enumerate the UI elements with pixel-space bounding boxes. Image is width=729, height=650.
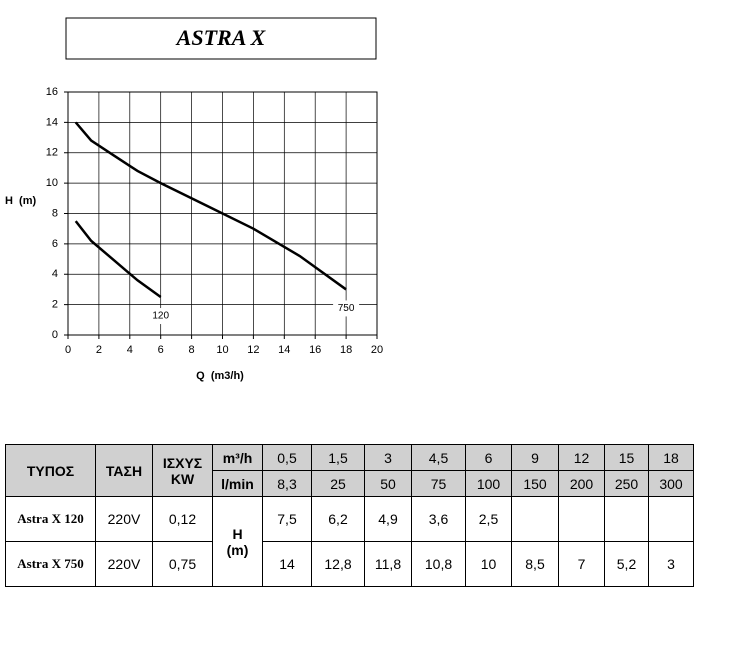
flow-cell: 12 — [558, 444, 605, 471]
head-cell — [511, 496, 559, 542]
x-tick-label: 16 — [309, 344, 321, 356]
flow-cell: 300 — [648, 470, 694, 497]
head-cell: 3,6 — [411, 496, 466, 542]
curve-label-box — [333, 300, 360, 317]
y-tick-label: 10 — [46, 177, 58, 189]
x-tick-label: 8 — [189, 344, 195, 356]
curve-label-box — [147, 308, 174, 325]
flow-cell: 100 — [465, 470, 512, 497]
head-cell: 14 — [262, 541, 312, 587]
y-tick-label: 0 — [52, 329, 58, 341]
y-axis-label: H (m) — [5, 195, 37, 207]
flow-cell: 6 — [465, 444, 512, 471]
header-text: KW — [170, 470, 195, 487]
voltage-cell: 220V — [95, 496, 153, 542]
y-tick-label: 12 — [46, 147, 58, 159]
flow-cell: 8,3 — [262, 470, 312, 497]
model-cell: Astra X 750 — [5, 541, 96, 587]
flow-cell: 75 — [411, 470, 466, 497]
head-cell — [558, 496, 605, 542]
chart: ASTRA X H (m) Q (m3/h) 0 2 4 6 8 10 12 14 16 0 2 4 6… — [5, 17, 383, 382]
flow-cell: 0,5 — [262, 444, 312, 471]
x-tick-label: 6 — [158, 344, 164, 356]
y-tick-label: 6 — [52, 238, 58, 250]
head-cell: 4,9 — [364, 496, 412, 542]
curve — [74, 121, 347, 291]
y-tick-label: 8 — [52, 207, 58, 219]
y-tick-label: 14 — [46, 116, 58, 128]
flow-cell: 250 — [604, 470, 649, 497]
curve — [74, 220, 162, 299]
header-cell: ΤΑΣΗ — [95, 444, 153, 497]
plot-frame — [67, 91, 378, 336]
x-tick-label: 12 — [247, 344, 259, 356]
flow-cell: 1,5 — [311, 444, 365, 471]
flow-cell: 9 — [511, 444, 559, 471]
flow-cell: 18 — [648, 444, 694, 471]
title-box — [65, 17, 377, 60]
x-tick-label: 2 — [96, 344, 102, 356]
flow-cell: 25 — [311, 470, 365, 497]
y-tick-label: 4 — [52, 268, 58, 280]
data-table: ΤΥΠΟΣ ΤΑΣΗ ΙΣΧΥΣ KW m³/h 0,5 1,5 3 4,5 6 9 12 15… — [5, 444, 694, 587]
head-header-cell: H (m) — [212, 496, 263, 587]
flow-cell: 50 — [364, 470, 412, 497]
head-cell — [648, 496, 694, 542]
x-tick-label: 18 — [340, 344, 352, 356]
x-tick-label: 14 — [278, 344, 290, 356]
head-cell: 8,5 — [511, 541, 559, 587]
curve-label: 750 — [338, 303, 355, 314]
head-cell: 12,8 — [311, 541, 365, 587]
flow-cell: 4,5 — [411, 444, 466, 471]
y-tick-label: 16 — [46, 86, 58, 98]
power-cell: 0,12 — [152, 496, 213, 542]
model-cell: Astra X 120 — [5, 496, 96, 542]
x-tick-label: 4 — [127, 344, 133, 356]
header-cell: ΤΥΠΟΣ — [5, 444, 96, 497]
head-cell: 5,2 — [604, 541, 649, 587]
chart-title: ASTRA X — [175, 25, 267, 50]
header-text: H — [232, 525, 243, 542]
head-cell — [604, 496, 649, 542]
header-text: ΙΣΧΥΣ — [162, 454, 203, 471]
header-text: (m) — [226, 541, 249, 558]
flow-cell: 3 — [364, 444, 412, 471]
voltage-cell: 220V — [95, 541, 153, 587]
head-cell: 10 — [465, 541, 512, 587]
x-tick-label: 0 — [65, 344, 71, 356]
table-row: Astra X 750 220V 0,75 14 12,8 11,8 10,8 10 8,5 7 5… — [5, 541, 694, 587]
head-cell: 6,2 — [311, 496, 365, 542]
header-cell: m³/h — [212, 444, 263, 471]
header-cell: ΙΣΧΥΣ KW — [152, 444, 213, 497]
head-cell: 7 — [558, 541, 605, 587]
head-cell: 11,8 — [364, 541, 412, 587]
head-cell: 10,8 — [411, 541, 466, 587]
table-row: Astra X 120 220V 0,12 H (m) 7,5 6,2 4,9 3,6 2,5 — [5, 496, 694, 587]
x-axis-label: Q (m3/h) — [196, 370, 244, 382]
head-cell: 2,5 — [465, 496, 512, 542]
flow-cell: 15 — [604, 444, 649, 471]
flow-cell: 200 — [558, 470, 605, 497]
head-cell: 3 — [648, 541, 694, 587]
curve-label: 120 — [152, 311, 169, 322]
y-tick-label: 2 — [52, 299, 58, 311]
header-cell: l/min — [212, 470, 263, 497]
x-tick-label: 20 — [371, 344, 383, 356]
x-tick-label: 10 — [216, 344, 228, 356]
power-cell: 0,75 — [152, 541, 213, 587]
head-cell: 7,5 — [262, 496, 312, 542]
flow-cell: 150 — [511, 470, 559, 497]
